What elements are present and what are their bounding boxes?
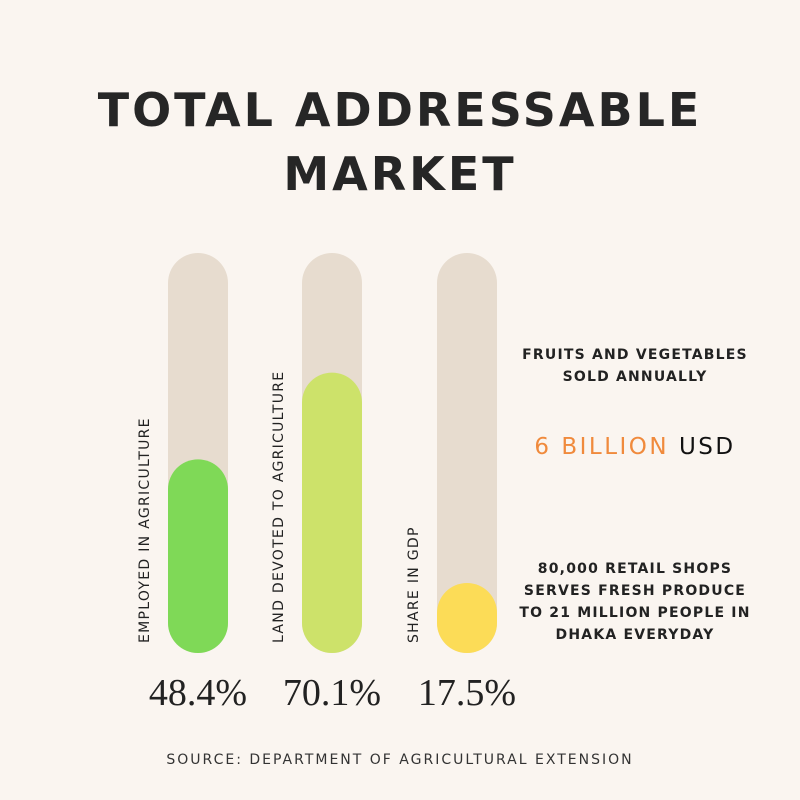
category-label: LAND DEVOTED TO AGRICULTURE [271, 371, 287, 643]
page-title: TOTAL ADDRESSABLE MARKET [0, 78, 800, 206]
value-label: 48.4% [149, 672, 247, 714]
annual-sales-unit: USD [678, 434, 736, 460]
value-label: 17.5% [418, 672, 516, 714]
shops-line-2: SERVES FRESH PRODUCE [523, 583, 747, 599]
bar [168, 459, 228, 653]
source-note: SOURCE: DEPARTMENT OF AGRICULTURAL EXTEN… [166, 752, 634, 768]
category-label: SHARE IN GDP [406, 526, 422, 643]
shops-line-1: 80,000 RETAIL SHOPS [537, 561, 733, 577]
retail-shops-note: 80,000 RETAIL SHOPS SERVES FRESH PRODUCE… [505, 558, 765, 646]
bar [437, 583, 497, 653]
shops-line-3: TO 21 MILLION PEOPLE IN [519, 605, 751, 621]
fruits-vegetables-note: FRUITS AND VEGETABLES SOLD ANNUALLY [505, 344, 765, 388]
annual-sales-stat: 6 BILLION USD [505, 434, 765, 460]
title-line-1: TOTAL ADDRESSABLE [97, 83, 703, 137]
fruits-line-1: FRUITS AND VEGETABLES [522, 347, 748, 363]
annual-sales-amount: 6 BILLION [534, 434, 670, 460]
category-label: EMPLOYED IN AGRICULTURE [137, 417, 153, 643]
bar-track [437, 253, 497, 653]
value-label: 70.1% [283, 672, 381, 714]
shops-line-4: DHAKA EVERYDAY [555, 627, 715, 643]
bar [302, 372, 362, 653]
fruits-line-2: SOLD ANNUALLY [562, 369, 708, 385]
title-line-2: MARKET [283, 147, 517, 201]
